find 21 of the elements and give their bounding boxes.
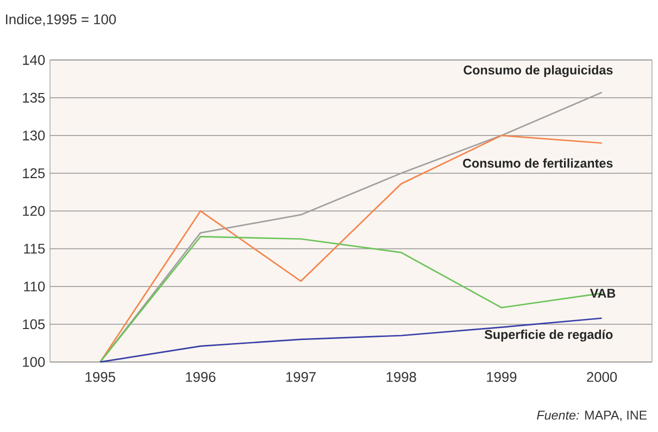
y-tick-label: 115 [24, 244, 45, 254]
series-label: VAB [590, 288, 616, 298]
x-tick-label: 1999 [486, 372, 516, 382]
text: Fuente: MAPA, INE [536, 410, 647, 422]
series-label: Consumo de plaguicidas [464, 65, 613, 78]
y-tick-label: 110 [24, 282, 45, 292]
y-tick-label: 140 [23, 55, 45, 65]
x-tick-label: 2000 [586, 372, 617, 382]
y-tick-label: 120 [23, 206, 45, 216]
x-tick-label: 1995 [86, 372, 116, 382]
y-tick-label: 135 [23, 92, 45, 103]
y-tick-label: 100 [23, 357, 45, 367]
series-label: Consumo de fertilizantes [463, 158, 613, 168]
x-tick-label: 1996 [186, 372, 216, 382]
x-tick-label: 1997 [286, 372, 316, 382]
y-tick-label: 105 [23, 319, 45, 330]
y-axis-title: Indice,1995 = 100 [6, 14, 116, 26]
x-tick-label: 1998 [386, 372, 416, 382]
y-tick-label: 130 [23, 130, 45, 140]
series-label: Superficie de regadío [484, 330, 613, 342]
y-tick-label: 125 [23, 168, 45, 178]
